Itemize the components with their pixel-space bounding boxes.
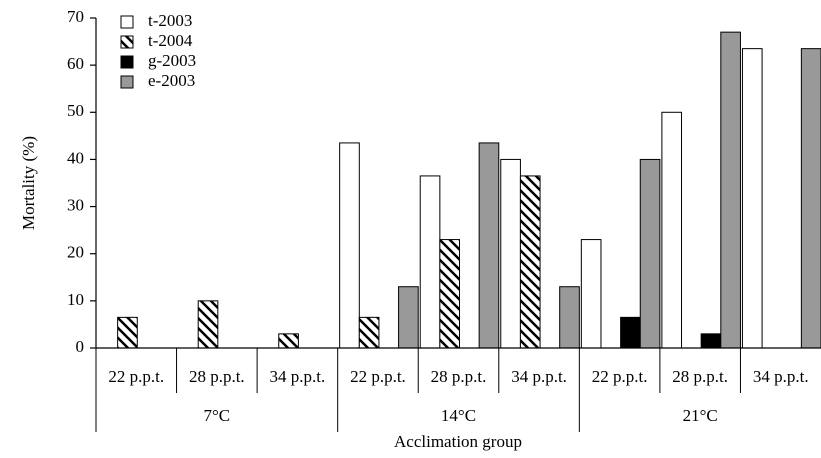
- y-tick-label: 0: [76, 337, 85, 356]
- legend-swatch: [120, 35, 134, 49]
- bar: [478, 142, 500, 349]
- bar: [519, 175, 541, 349]
- x-tick-label: 22 p.p.t.: [592, 367, 648, 386]
- bar: [500, 158, 521, 349]
- bar: [339, 142, 360, 349]
- legend-label: g-2003: [148, 51, 196, 70]
- bar: [800, 48, 821, 349]
- bar: [419, 175, 441, 349]
- legend-swatch: [120, 75, 134, 89]
- bar: [639, 158, 661, 349]
- y-tick-label: 60: [67, 54, 84, 73]
- bar: [720, 31, 741, 349]
- x-tick-label: 28 p.p.t.: [189, 367, 245, 386]
- x-tick-label: 34 p.p.t.: [511, 367, 567, 386]
- bar: [197, 300, 219, 349]
- x-tick-label: 22 p.p.t.: [108, 367, 164, 386]
- y-tick-label: 20: [67, 243, 84, 262]
- x-tick-label: 34 p.p.t.: [753, 367, 809, 386]
- bar: [398, 286, 419, 349]
- y-axis-label: Mortality (%): [19, 136, 38, 230]
- bar: [620, 316, 641, 349]
- bar: [559, 286, 580, 349]
- x-tick-label: 28 p.p.t.: [431, 367, 487, 386]
- legend-label: t-2003: [148, 11, 192, 30]
- bar: [278, 333, 299, 349]
- bar: [741, 48, 763, 349]
- bar: [358, 316, 380, 349]
- y-tick-label: 40: [67, 148, 84, 167]
- x-tick-label: 22 p.p.t.: [350, 367, 406, 386]
- y-tick-label: 50: [67, 101, 84, 120]
- bar: [661, 111, 683, 349]
- legend-label: e-2003: [148, 71, 195, 90]
- bar: [439, 239, 461, 349]
- group-label: 14°C: [441, 406, 476, 425]
- y-tick-label: 30: [67, 195, 84, 214]
- legend-swatch: [120, 15, 134, 29]
- bar: [117, 316, 138, 349]
- bar: [580, 239, 602, 349]
- bar: [700, 333, 722, 349]
- y-tick-label: 70: [67, 7, 84, 26]
- legend-swatch: [120, 55, 134, 69]
- x-tick-label: 34 p.p.t.: [270, 367, 326, 386]
- group-label: 7°C: [204, 406, 231, 425]
- y-tick-label: 10: [67, 290, 84, 309]
- x-tick-label: 28 p.p.t.: [672, 367, 728, 386]
- legend-label: t-2004: [148, 31, 193, 50]
- group-label: 21°C: [683, 406, 718, 425]
- x-axis-label: Acclimation group: [394, 432, 522, 451]
